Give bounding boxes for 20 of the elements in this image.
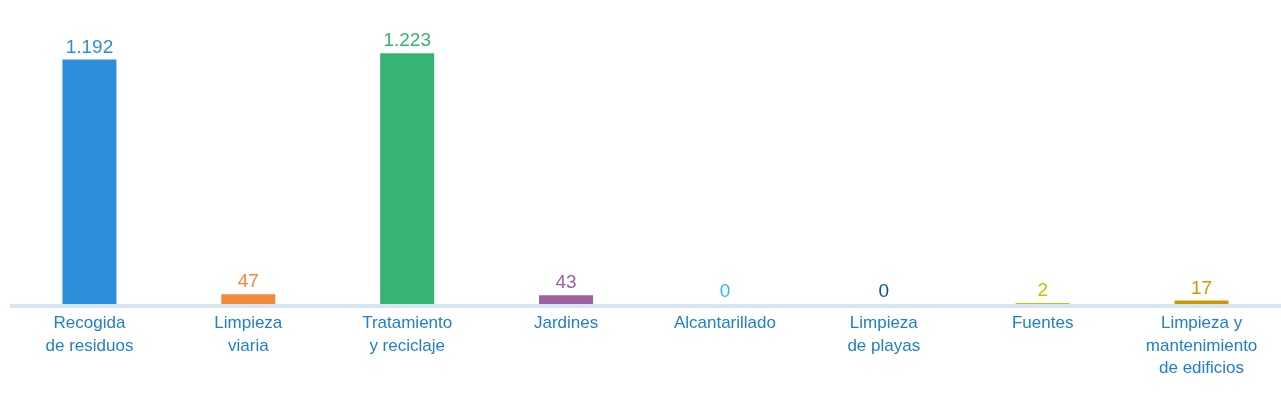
data-label: 43	[555, 271, 577, 293]
data-label: 0	[719, 280, 731, 301]
x-tick-label: Jardines	[533, 313, 599, 333]
data-label: 0	[878, 280, 890, 301]
x-tick-label: Recogida de residuos	[45, 313, 134, 355]
bar	[62, 59, 117, 304]
x-tick-label: Limpieza y mantenimiento de edificios	[1145, 313, 1258, 377]
data-label: 1.223	[383, 29, 431, 51]
x-tick-label: Alcantarillado	[673, 313, 776, 333]
data-label: 47	[237, 270, 259, 292]
data-label: 1.192	[65, 35, 114, 57]
bar	[539, 295, 594, 304]
bar	[380, 53, 435, 304]
bar	[221, 294, 276, 304]
data-label: 17	[1190, 276, 1213, 298]
data-label: 2	[1037, 279, 1048, 300]
x-tick-label: Limpieza viaria	[214, 313, 283, 355]
x-tick-label: Limpieza de playas	[847, 313, 921, 355]
x-tick-label: Tratamiento y reciclaje	[362, 313, 453, 355]
x-tick-label: Fuentes	[1011, 313, 1074, 333]
